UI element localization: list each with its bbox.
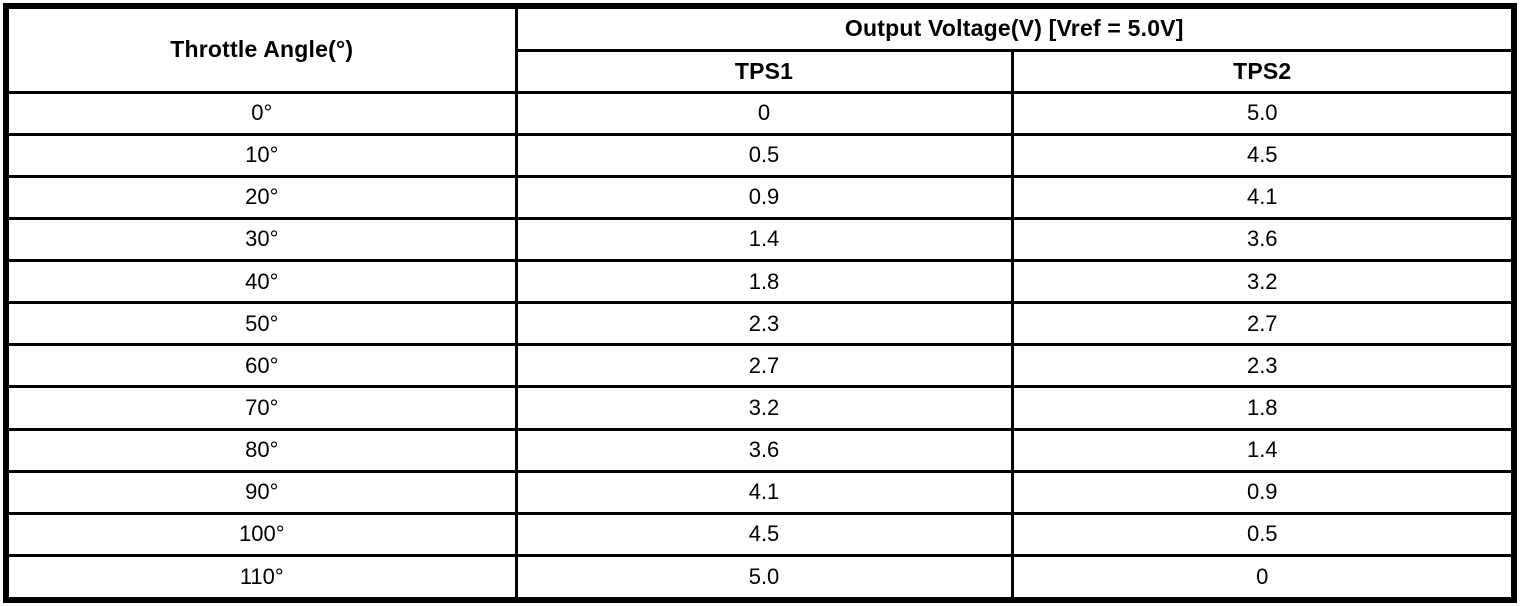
tps1-cell: 5.0 xyxy=(514,554,1014,602)
tps1-cell: 0.5 xyxy=(514,132,1014,178)
tps2-cell: 3.6 xyxy=(1010,216,1516,263)
tps1-cell: 3.2 xyxy=(514,385,1014,431)
tps2-cell: 4.1 xyxy=(1010,174,1516,220)
tps1-cell: 2.7 xyxy=(514,343,1014,389)
angle-cell: 50° xyxy=(4,301,518,347)
table-row: 100° 4.5 0.5 xyxy=(4,511,1516,558)
tps1-cell: 2.3 xyxy=(514,301,1014,347)
angle-cell: 30° xyxy=(4,216,518,263)
tps2-cell: 2.7 xyxy=(1010,301,1516,347)
header-row-sub: TPS1 TPS2 xyxy=(6,48,1516,94)
table-row: 30° 1.4 3.6 xyxy=(4,216,1516,263)
tps2-cell: 0 xyxy=(1010,554,1516,602)
angle-cell: 100° xyxy=(4,511,518,558)
table-row: 0° 0 5.0 xyxy=(4,90,1516,136)
tps2-cell: 1.4 xyxy=(1010,427,1516,473)
tps1-cell: 4.1 xyxy=(514,469,1014,515)
angle-cell: 0° xyxy=(4,90,518,136)
tps1-column-header: TPS1 xyxy=(514,48,1014,94)
tps2-cell: 4.5 xyxy=(1010,132,1516,178)
angle-cell: 10° xyxy=(4,132,518,178)
table-row: 20° 0.9 4.1 xyxy=(4,174,1516,220)
tps1-cell: 0.9 xyxy=(514,174,1014,220)
angle-cell: 40° xyxy=(4,259,518,305)
throttle-angle-header: Throttle Angle(°) xyxy=(4,4,518,94)
table-row: 90° 4.1 0.9 xyxy=(4,469,1516,515)
output-voltage-group-header: Output Voltage(V) [Vref = 5.0V] xyxy=(514,4,1516,52)
tps1-cell: 1.8 xyxy=(514,259,1014,305)
table-row: 70° 3.2 1.8 xyxy=(4,385,1516,431)
tps1-cell: 1.4 xyxy=(514,216,1014,263)
tps1-cell: 3.6 xyxy=(514,427,1014,473)
tps1-cell: 0 xyxy=(514,90,1014,136)
angle-cell: 60° xyxy=(4,343,518,389)
table-row: 60° 2.7 2.3 xyxy=(4,343,1516,389)
tps-voltage-table: Throttle Angle(°) Output Voltage(V) [Vre… xyxy=(3,3,1517,603)
tps1-cell: 4.5 xyxy=(514,511,1014,558)
table-row: 80° 3.6 1.4 xyxy=(4,427,1516,473)
table-row: 110° 5.0 0 xyxy=(4,554,1516,602)
header-row-group: Throttle Angle(°) Output Voltage(V) [Vre… xyxy=(4,4,1516,94)
angle-cell: 110° xyxy=(4,554,518,602)
angle-cell: 20° xyxy=(4,174,518,220)
tps2-cell: 1.8 xyxy=(1010,385,1516,431)
tps2-cell: 3.2 xyxy=(1010,259,1516,305)
angle-cell: 80° xyxy=(4,427,518,473)
tps2-cell: 5.0 xyxy=(1010,90,1516,136)
tps2-column-header: TPS2 xyxy=(1010,48,1516,94)
angle-cell: 90° xyxy=(4,469,518,515)
tps2-cell: 0.5 xyxy=(1010,511,1516,558)
tps2-cell: 2.3 xyxy=(1010,343,1516,389)
angle-cell: 70° xyxy=(4,385,518,431)
table-row: 10° 0.5 4.5 xyxy=(4,132,1516,178)
tps2-cell: 0.9 xyxy=(1010,469,1516,515)
table-row: 50° 2.3 2.7 xyxy=(4,301,1516,347)
table-row: 40° 1.8 3.2 xyxy=(4,259,1516,305)
